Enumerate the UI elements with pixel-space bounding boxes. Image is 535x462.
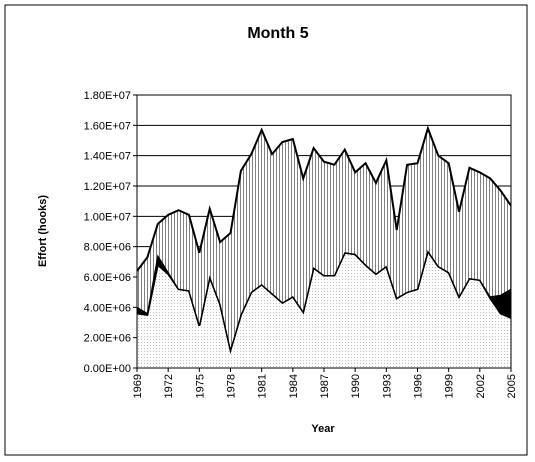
x-tick-label: 1996	[413, 374, 425, 398]
x-tick-label: 1981	[257, 374, 269, 398]
x-tick-label: 1972	[163, 374, 175, 398]
area-edge	[136, 125, 512, 272]
x-tick-label: 1975	[194, 374, 206, 398]
y-tick-label: 0.00E+00	[84, 363, 131, 375]
y-tick-label: 1.00E+07	[84, 211, 131, 223]
y-tick-label: 8.00E+06	[84, 242, 131, 254]
y-tick-label: 2.00E+06	[84, 333, 131, 345]
x-tick-label: 1978	[226, 374, 238, 398]
y-tick-label: 1.20E+07	[84, 181, 131, 193]
y-tick-label: 1.40E+07	[84, 151, 131, 163]
y-tick-label: 1.80E+07	[84, 90, 131, 102]
x-tick-label: 1987	[319, 374, 331, 398]
x-tick-label: 1990	[350, 374, 362, 398]
y-axis-title: Effort (hooks)	[37, 195, 49, 267]
x-tick-label: 1993	[381, 374, 393, 398]
x-tick-label: 1984	[288, 374, 300, 398]
y-tick-label: 4.00E+06	[84, 302, 131, 314]
x-tick-label: 2005	[506, 374, 518, 398]
x-tick-label: 1969	[132, 374, 144, 398]
x-axis-title: Year	[311, 423, 335, 435]
y-tick-label: 6.00E+06	[84, 272, 131, 284]
y-tick-label: 1.60E+07	[84, 120, 131, 132]
x-tick-label: 2002	[475, 374, 487, 398]
chart-title: Month 5	[247, 25, 308, 42]
x-tick-label: 1999	[444, 374, 456, 398]
